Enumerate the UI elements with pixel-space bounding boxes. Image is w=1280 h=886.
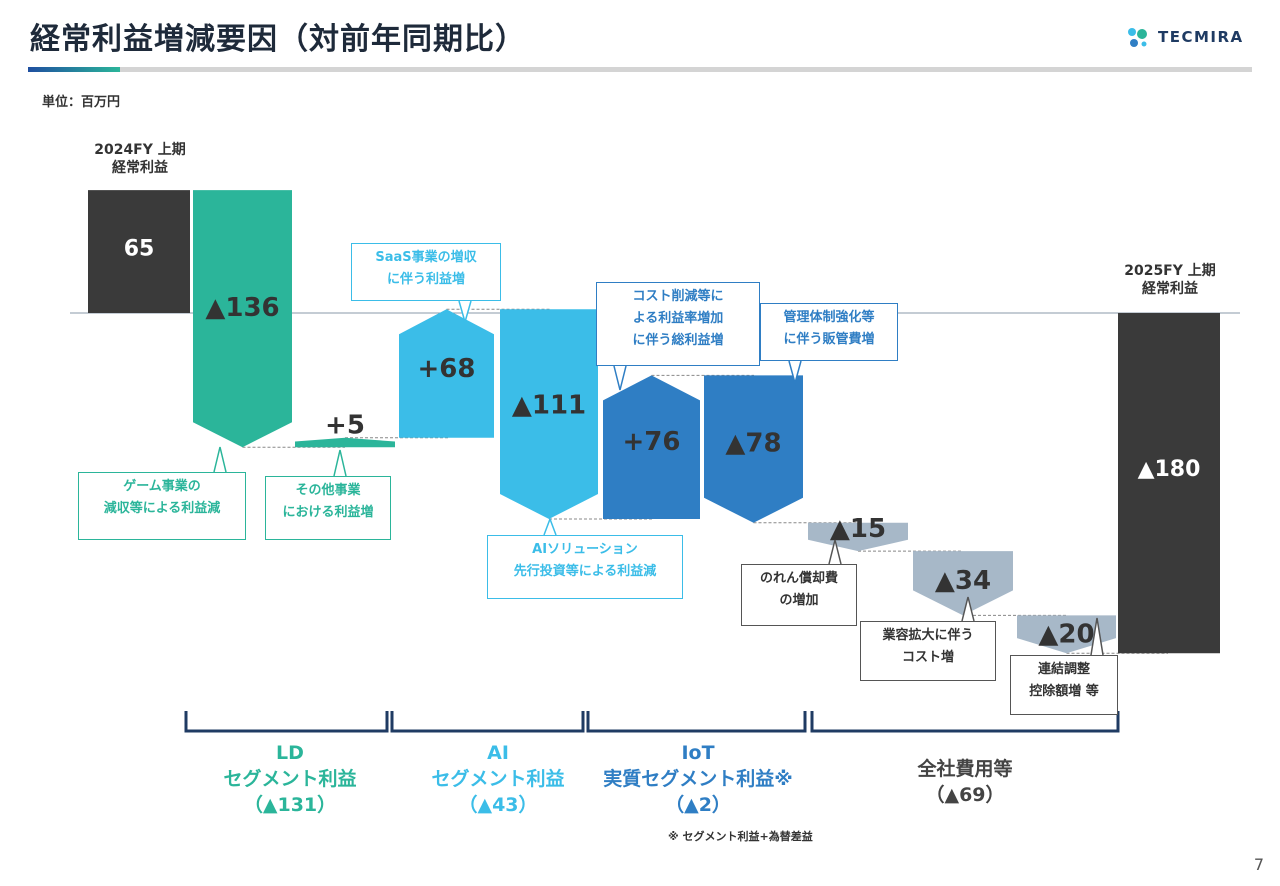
callout-4: コスト削減等に よる利益率増加 に伴う総利益増 (596, 282, 760, 366)
title-rule (28, 67, 1252, 72)
callout-2: SaaS事業の増収 に伴う利益増 (351, 243, 501, 301)
callout-8: 連結調整 控除額増 等 (1010, 655, 1118, 715)
value-label: ▲180 (1138, 457, 1201, 482)
segment-label: IoT 実質セグメント利益※ （▲2） (578, 740, 818, 818)
value-label: +5 (325, 411, 365, 441)
segment-name: AI セグメント利益 (431, 742, 565, 790)
callout-6: のれん償却費 の増加 (741, 564, 857, 626)
callout-pointer (613, 365, 627, 391)
value-label: 65 (124, 236, 155, 261)
bar-1 (193, 190, 292, 448)
callout-3: AIソリューション 先行投資等による利益減 (487, 535, 683, 599)
segment-bracket (184, 711, 389, 733)
segment-name: 全社費用等 (917, 758, 1013, 780)
segment-total: （▲69） (925, 784, 1005, 806)
segment-bracket (390, 711, 585, 733)
bar-6 (704, 375, 803, 523)
segment-name: IoT 実質セグメント利益※ (603, 742, 793, 790)
value-label: +76 (623, 427, 681, 457)
value-label: ▲136 (205, 293, 279, 323)
bar-2 (295, 437, 395, 448)
callout-pointer (213, 446, 227, 473)
callout-pointer (1090, 617, 1104, 656)
page-number: 7 (1253, 855, 1264, 874)
callout-7: 業容拡大に伴う コスト増 (860, 621, 996, 681)
bar-9 (1017, 615, 1116, 654)
start-label: 2024FY 上期 経常利益 (94, 142, 186, 176)
callout-pointer (788, 360, 802, 386)
logo-text: TECMIRA (1158, 28, 1244, 46)
callout-pointer (828, 539, 842, 565)
value-label: ▲15 (830, 514, 886, 544)
bar-8 (913, 551, 1013, 616)
callout-pointer (333, 449, 347, 477)
bar-3 (399, 309, 494, 438)
segment-label: LD セグメント利益 （▲131） (180, 740, 400, 818)
value-label: ▲20 (1038, 620, 1094, 650)
callout-pointer (961, 596, 975, 622)
segment-bracket (810, 711, 1120, 733)
segment-total: （▲131） (243, 794, 337, 816)
value-label: ▲78 (725, 429, 781, 459)
value-label: ▲111 (512, 391, 586, 421)
segment-bracket (586, 711, 807, 733)
callout-pointer (458, 300, 472, 325)
segment-label: AI セグメント利益 （▲43） (388, 740, 608, 818)
logo-icon (1128, 28, 1147, 47)
value-label: ▲34 (935, 566, 991, 596)
logo: TECMIRA (1124, 24, 1244, 50)
end-label: 2025FY 上期 経常利益 (1124, 263, 1216, 297)
callout-1: その他事業 における利益増 (265, 476, 391, 540)
bar-10 (1118, 313, 1220, 654)
segment-total: （▲43） (458, 794, 538, 816)
segment-total: （▲2） (665, 794, 731, 816)
bar-0 (88, 190, 190, 313)
segment-name: LD セグメント利益 (223, 742, 357, 790)
segment-label: 全社費用等 （▲69） (860, 756, 1070, 808)
callout-0: ゲーム事業の 減収等による利益減 (78, 472, 246, 540)
callout-pointer (543, 516, 557, 536)
page-title: 経常利益増減要因（対前年同期比） (30, 22, 526, 57)
unit-label: 単位：百万円 (42, 95, 121, 110)
bar-7 (808, 522, 908, 552)
footnote: ※ セグメント利益+為替差益 (668, 830, 813, 843)
value-label: +68 (418, 354, 476, 384)
bar-4 (500, 309, 598, 520)
bar-5 (603, 375, 700, 520)
callout-5: 管理体制強化等 に伴う販管費増 (760, 303, 898, 361)
